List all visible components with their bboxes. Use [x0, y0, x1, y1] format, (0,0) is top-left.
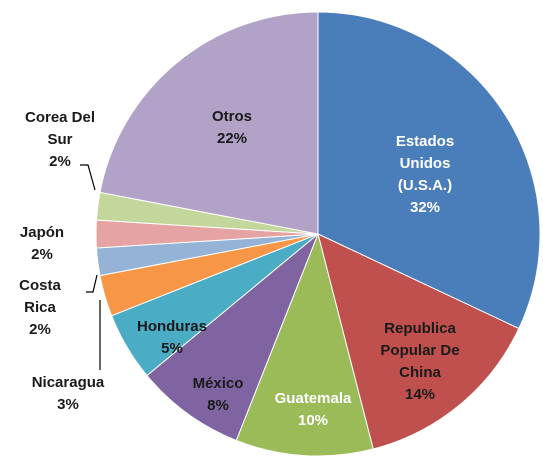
category-label: Honduras	[136, 318, 207, 335]
slice-label: Otros 22%	[187, 106, 277, 150]
value-label: 2%	[29, 321, 51, 338]
category-label: Estados Unidos (U.S.A.)	[395, 133, 455, 194]
value-label: 5%	[161, 340, 183, 357]
slice-label: Corea Del Sur 2%	[15, 107, 105, 173]
category-label: Corea Del Sur	[24, 109, 96, 148]
pie-slice	[146, 233, 319, 442]
value-label: 10%	[297, 412, 329, 429]
slices	[95, 11, 541, 457]
leader-line	[86, 274, 98, 293]
category-label: Japón	[19, 224, 65, 241]
value-label: 2%	[49, 153, 71, 170]
slice-label: Nicaragua 3%	[18, 372, 118, 416]
category-label: Nicaragua	[31, 374, 105, 391]
category-label: Otros	[211, 108, 252, 125]
slice-label: México 8%	[183, 373, 253, 417]
value-label: 32%	[409, 199, 441, 216]
slice-label: Costa Rica 2%	[15, 275, 65, 341]
slice-label: Honduras 5%	[127, 316, 217, 360]
pie-slice	[317, 11, 541, 330]
slice-label: Japón 2%	[12, 222, 72, 266]
slice-label: Estados Unidos (U.S.A.) 32%	[380, 131, 470, 219]
category-label: Republica Popular De China	[380, 320, 460, 381]
value-label: 14%	[404, 386, 436, 403]
value-label: 22%	[216, 130, 248, 147]
value-label: 2%	[31, 246, 53, 263]
pie-slice	[99, 11, 319, 235]
leader-line	[80, 164, 96, 191]
slice-label: Guatemala 10%	[268, 388, 358, 432]
slice-label: Republica Popular De China 14%	[370, 318, 470, 406]
value-label: 8%	[207, 397, 229, 414]
category-label: Guatemala	[274, 390, 352, 407]
pie-slice	[317, 233, 520, 450]
category-label: México	[192, 375, 244, 392]
category-label: Costa Rica	[19, 277, 61, 316]
value-label: 3%	[57, 396, 79, 413]
pie-slice	[235, 232, 374, 457]
